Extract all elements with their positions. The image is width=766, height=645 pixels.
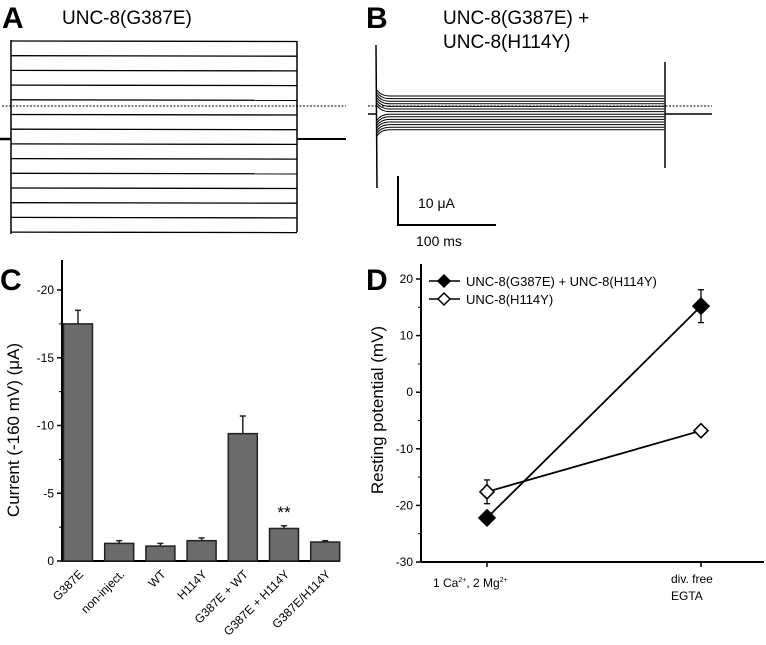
current-trace bbox=[376, 105, 664, 113]
y-tick-label: -30 bbox=[396, 555, 414, 569]
panel-a-title: UNC-8(G387E) bbox=[62, 8, 192, 29]
y-tick-label: 0 bbox=[47, 554, 54, 568]
legend-entry: UNC-8(G387E) + UNC-8(H114Y) bbox=[466, 274, 657, 289]
scale-current-label: 10 μA bbox=[418, 195, 456, 211]
current-trace bbox=[376, 124, 664, 131]
x-tick-label-2-line1: div. free bbox=[671, 572, 713, 586]
x-tick-text: 1 Ca bbox=[433, 576, 459, 590]
current-trace bbox=[10, 40, 298, 43]
open-diamond-marker bbox=[478, 483, 496, 500]
y-tick-label: -10 bbox=[396, 442, 414, 456]
y-tick-label: -15 bbox=[37, 351, 55, 365]
legend-filled-diamond-icon bbox=[436, 273, 452, 289]
bar-G387E/H114Y bbox=[309, 541, 341, 562]
y-tick-label: 20 bbox=[400, 272, 414, 286]
current-trace bbox=[10, 216, 298, 219]
x-tick-label: non-inject. bbox=[78, 567, 127, 616]
bar-G387E bbox=[62, 323, 94, 562]
current-trace bbox=[10, 55, 298, 57]
panel-c-bar-chart: -20 -15 -10 -5 0 Current (-160 mV) (μA) G387En… bbox=[4, 260, 341, 639]
current-trace bbox=[376, 94, 664, 102]
panel-label-b: B bbox=[366, 2, 388, 35]
panel-label-c: C bbox=[0, 264, 22, 297]
y-tick-label: 10 bbox=[400, 329, 414, 343]
current-trace bbox=[376, 121, 664, 129]
legend-entry: UNC-8(H114Y) bbox=[466, 292, 553, 307]
current-trace bbox=[376, 92, 664, 100]
panel-a-current-traces bbox=[0, 40, 346, 234]
current-trace bbox=[10, 157, 298, 160]
current-trace bbox=[376, 97, 664, 105]
significance-annotation: ** bbox=[277, 503, 291, 522]
scale-time-label: 100 ms bbox=[416, 233, 462, 249]
panel-b-title-line1: UNC-8(G387E) + bbox=[443, 8, 589, 29]
y-tick-label: -5 bbox=[43, 486, 54, 500]
panel-label-d: D bbox=[366, 264, 388, 297]
current-trace bbox=[376, 126, 664, 134]
current-trace bbox=[10, 143, 298, 146]
current-trace bbox=[376, 118, 664, 126]
filled-diamond-marker bbox=[691, 297, 711, 316]
superscript: 2+ bbox=[500, 577, 508, 584]
x-tick-label: WT bbox=[145, 567, 169, 591]
panel-b-current-traces bbox=[368, 44, 712, 189]
current-trace bbox=[376, 129, 664, 137]
panel-d-line-chart: 20 10 0 -10 -20 -30 Resting potential (mV) 1 Ca… bbox=[368, 264, 764, 603]
current-trace bbox=[10, 99, 298, 101]
legend-open-diamond-icon bbox=[436, 291, 452, 307]
series-line-0 bbox=[486, 305, 702, 519]
current-trace bbox=[10, 231, 298, 234]
current-trace bbox=[376, 116, 664, 124]
current-trace bbox=[10, 69, 298, 72]
y-tick-label: -20 bbox=[37, 283, 55, 297]
bar-WT bbox=[145, 545, 176, 562]
current-trace bbox=[10, 172, 298, 175]
current-trace bbox=[376, 100, 664, 107]
current-trace bbox=[376, 89, 664, 97]
panel-label-a: A bbox=[2, 2, 24, 35]
current-trace bbox=[10, 187, 298, 190]
y-axis-label: Resting potential (mV) bbox=[368, 326, 387, 494]
y-tick-label: 0 bbox=[406, 385, 413, 399]
superscript: 2+ bbox=[458, 577, 466, 584]
capacitive-transient bbox=[375, 44, 378, 189]
current-trace bbox=[10, 84, 298, 87]
bar-H114Y bbox=[186, 539, 217, 562]
x-tick-label: G387E bbox=[50, 567, 86, 603]
y-tick-label: -20 bbox=[396, 498, 414, 512]
x-tick-label: H114Y bbox=[174, 567, 209, 602]
panel-b-title-line2: UNC-8(H114Y) bbox=[443, 32, 570, 53]
series-line-1 bbox=[486, 429, 702, 493]
current-trace bbox=[10, 202, 298, 204]
current-trace bbox=[376, 102, 664, 110]
filled-diamond-marker bbox=[477, 508, 497, 527]
y-tick-label: -10 bbox=[37, 419, 55, 433]
bar-G387E + WT bbox=[227, 432, 259, 562]
current-trace bbox=[376, 113, 664, 121]
current-trace bbox=[10, 113, 298, 116]
x-tick-label-2-line2: EGTA bbox=[671, 589, 703, 603]
x-tick-label-1: 1 Ca2+, 2 Mg2+ bbox=[433, 576, 508, 590]
open-diamond-marker bbox=[692, 422, 710, 439]
current-trace bbox=[10, 128, 298, 131]
bar-G387E + H114Y bbox=[268, 527, 300, 562]
x-tick-text: , 2 Mg bbox=[466, 576, 499, 590]
y-axis-label: Current (-160 mV) (μA) bbox=[4, 343, 23, 517]
scale-bar bbox=[397, 176, 496, 226]
bar-non-inject. bbox=[103, 542, 135, 562]
